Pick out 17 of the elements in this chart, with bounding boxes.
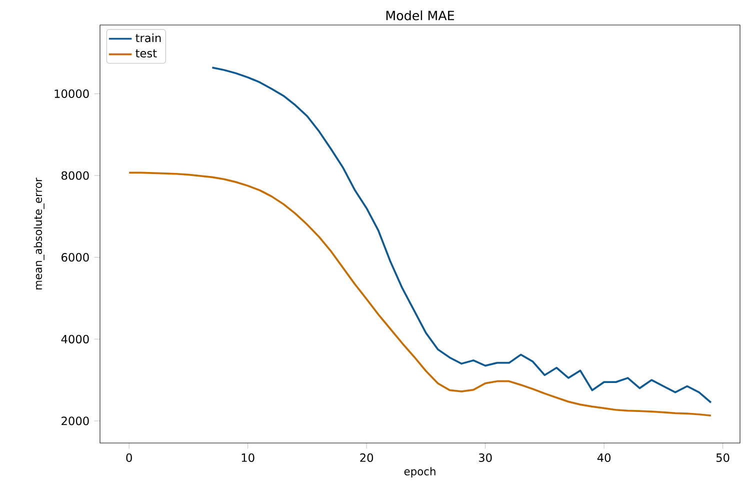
x-tick-label: 20 (360, 453, 374, 462)
y-tick-label: 6000 (62, 253, 89, 262)
legend-label: train (136, 33, 161, 42)
x-axis-title: epoch (404, 467, 436, 478)
y-tick-label: 2000 (62, 416, 89, 426)
x-tick-label: 30 (478, 453, 492, 462)
chart-title: Model MAE (386, 10, 454, 20)
x-tick-label: 40 (597, 453, 611, 462)
y-tick-label: 10000 (54, 89, 89, 98)
line-series (211, 66, 712, 404)
y-tick-label: 8000 (62, 171, 89, 180)
x-tick-label: 0 (126, 453, 132, 462)
legend-label: test (136, 49, 157, 58)
y-axis-title: mean_absolute_error (34, 178, 44, 290)
y-tick-label: 4000 (61, 334, 89, 344)
x-tick-label: 50 (716, 453, 730, 462)
x-tick-label: 10 (242, 453, 254, 462)
